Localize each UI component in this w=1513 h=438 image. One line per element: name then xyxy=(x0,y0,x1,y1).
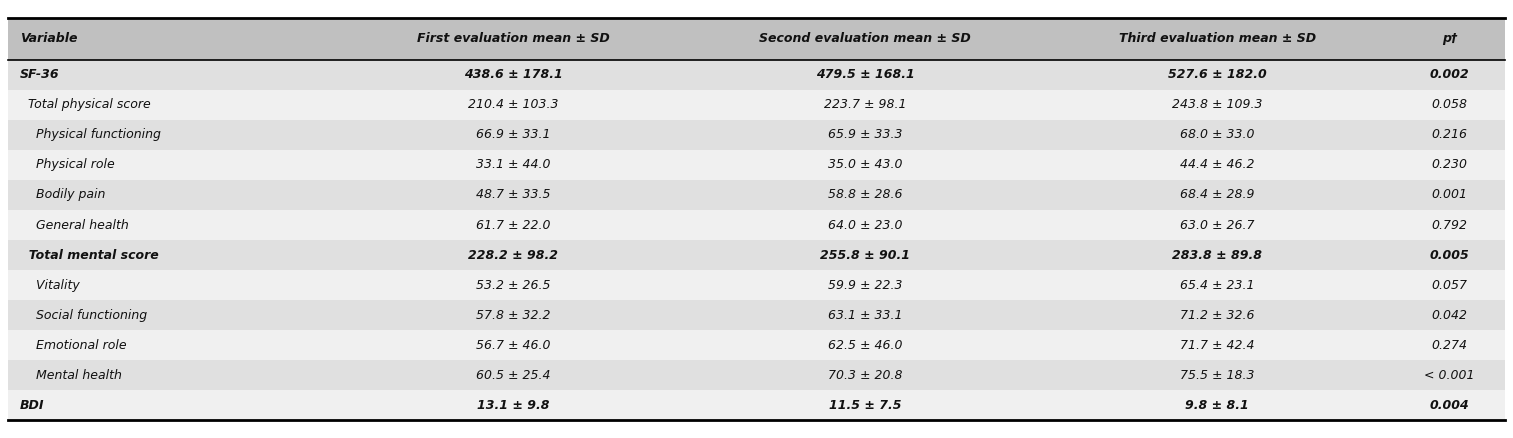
Text: 44.4 ± 46.2: 44.4 ± 46.2 xyxy=(1180,159,1254,171)
Text: 0.230: 0.230 xyxy=(1431,159,1468,171)
Text: 13.1 ± 9.8: 13.1 ± 9.8 xyxy=(477,399,549,412)
Bar xyxy=(8,330,1505,360)
Text: 71.2 ± 32.6: 71.2 ± 32.6 xyxy=(1180,309,1254,322)
Text: 255.8 ± 90.1: 255.8 ± 90.1 xyxy=(820,249,911,261)
Text: 0.001: 0.001 xyxy=(1431,188,1468,201)
Text: Emotional role: Emotional role xyxy=(20,339,126,352)
Text: 9.8 ± 8.1: 9.8 ± 8.1 xyxy=(1185,399,1248,412)
Bar xyxy=(8,270,1505,300)
Bar xyxy=(8,300,1505,330)
Text: 0.792: 0.792 xyxy=(1431,219,1468,232)
Text: Third evaluation mean ± SD: Third evaluation mean ± SD xyxy=(1118,32,1316,45)
Text: Variable: Variable xyxy=(20,32,77,45)
Text: 0.042: 0.042 xyxy=(1431,309,1468,322)
Text: 0.004: 0.004 xyxy=(1430,399,1469,412)
Text: Mental health: Mental health xyxy=(20,369,121,382)
Text: < 0.001: < 0.001 xyxy=(1424,369,1475,382)
Text: 64.0 ± 23.0: 64.0 ± 23.0 xyxy=(828,219,902,232)
Text: 61.7 ± 22.0: 61.7 ± 22.0 xyxy=(477,219,551,232)
Text: 63.1 ± 33.1: 63.1 ± 33.1 xyxy=(828,309,902,322)
Text: 0.057: 0.057 xyxy=(1431,279,1468,292)
Text: 48.7 ± 33.5: 48.7 ± 33.5 xyxy=(477,188,551,201)
Text: First evaluation mean ± SD: First evaluation mean ± SD xyxy=(416,32,610,45)
Text: 283.8 ± 89.8: 283.8 ± 89.8 xyxy=(1173,249,1262,261)
Text: 68.4 ± 28.9: 68.4 ± 28.9 xyxy=(1180,188,1254,201)
Text: 11.5 ± 7.5: 11.5 ± 7.5 xyxy=(829,399,902,412)
Text: 63.0 ± 26.7: 63.0 ± 26.7 xyxy=(1180,219,1254,232)
Text: 66.9 ± 33.1: 66.9 ± 33.1 xyxy=(477,128,551,141)
Text: 0.002: 0.002 xyxy=(1430,68,1469,81)
Text: 33.1 ± 44.0: 33.1 ± 44.0 xyxy=(477,159,551,171)
Text: 228.2 ± 98.2: 228.2 ± 98.2 xyxy=(468,249,558,261)
Text: 65.4 ± 23.1: 65.4 ± 23.1 xyxy=(1180,279,1254,292)
Text: 62.5 ± 46.0: 62.5 ± 46.0 xyxy=(828,339,902,352)
Bar xyxy=(8,390,1505,420)
Bar xyxy=(8,18,1505,60)
Text: 70.3 ± 20.8: 70.3 ± 20.8 xyxy=(828,369,902,382)
Text: 35.0 ± 43.0: 35.0 ± 43.0 xyxy=(828,159,902,171)
Text: Second evaluation mean ± SD: Second evaluation mean ± SD xyxy=(760,32,971,45)
Bar xyxy=(8,60,1505,90)
Text: Vitality: Vitality xyxy=(20,279,79,292)
Text: 223.7 ± 98.1: 223.7 ± 98.1 xyxy=(825,98,906,111)
Text: General health: General health xyxy=(20,219,129,232)
Bar xyxy=(8,210,1505,240)
Text: 68.0 ± 33.0: 68.0 ± 33.0 xyxy=(1180,128,1254,141)
Text: SF-36: SF-36 xyxy=(20,68,59,81)
Text: 0.274: 0.274 xyxy=(1431,339,1468,352)
Text: 438.6 ± 178.1: 438.6 ± 178.1 xyxy=(463,68,563,81)
Bar xyxy=(8,120,1505,150)
Text: 0.005: 0.005 xyxy=(1430,249,1469,261)
Text: 243.8 ± 109.3: 243.8 ± 109.3 xyxy=(1173,98,1262,111)
Text: Physical functioning: Physical functioning xyxy=(20,128,160,141)
Text: BDI: BDI xyxy=(20,399,44,412)
Text: Total physical score: Total physical score xyxy=(20,98,150,111)
Text: 65.9 ± 33.3: 65.9 ± 33.3 xyxy=(828,128,902,141)
Text: 210.4 ± 103.3: 210.4 ± 103.3 xyxy=(468,98,558,111)
Text: p†: p† xyxy=(1442,32,1457,45)
Bar xyxy=(8,150,1505,180)
Text: 479.5 ± 168.1: 479.5 ± 168.1 xyxy=(816,68,914,81)
Text: 56.7 ± 46.0: 56.7 ± 46.0 xyxy=(477,339,551,352)
Text: 71.7 ± 42.4: 71.7 ± 42.4 xyxy=(1180,339,1254,352)
Bar xyxy=(8,360,1505,390)
Text: 75.5 ± 18.3: 75.5 ± 18.3 xyxy=(1180,369,1254,382)
Text: 0.216: 0.216 xyxy=(1431,128,1468,141)
Text: Physical role: Physical role xyxy=(20,159,115,171)
Text: 53.2 ± 26.5: 53.2 ± 26.5 xyxy=(477,279,551,292)
Text: 59.9 ± 22.3: 59.9 ± 22.3 xyxy=(828,279,902,292)
Text: Bodily pain: Bodily pain xyxy=(20,188,104,201)
Text: 527.6 ± 182.0: 527.6 ± 182.0 xyxy=(1168,68,1266,81)
Text: 58.8 ± 28.6: 58.8 ± 28.6 xyxy=(828,188,902,201)
Bar xyxy=(8,90,1505,120)
Bar xyxy=(8,180,1505,210)
Text: Total mental score: Total mental score xyxy=(20,249,159,261)
Text: 60.5 ± 25.4: 60.5 ± 25.4 xyxy=(477,369,551,382)
Text: Social functioning: Social functioning xyxy=(20,309,147,322)
Text: 0.058: 0.058 xyxy=(1431,98,1468,111)
Bar xyxy=(8,240,1505,270)
Text: 57.8 ± 32.2: 57.8 ± 32.2 xyxy=(477,309,551,322)
